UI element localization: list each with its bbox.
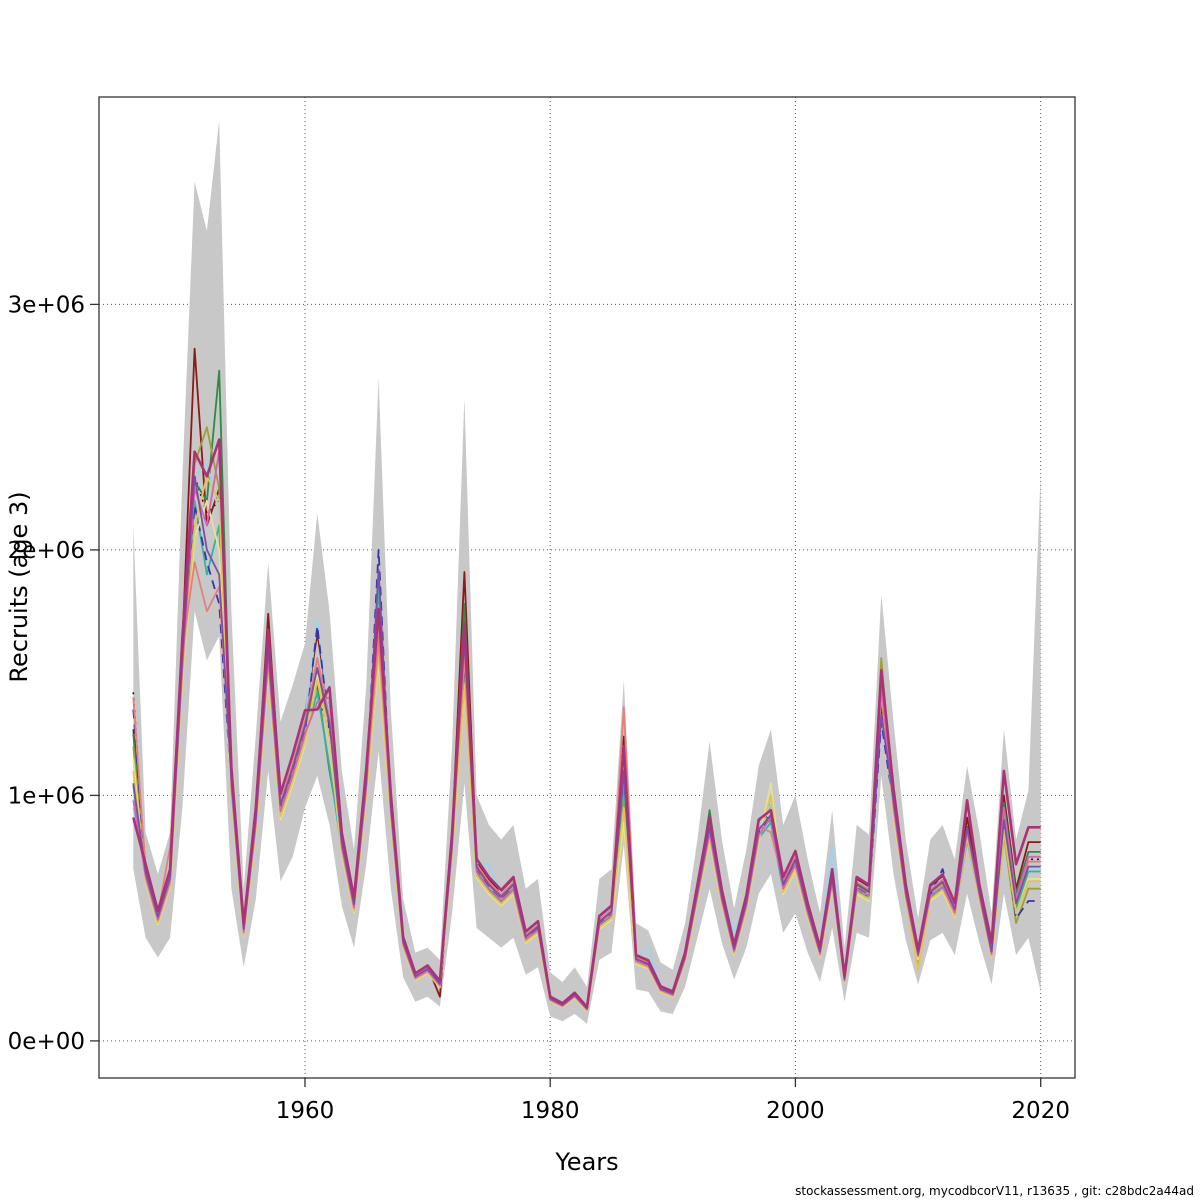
tick-label-y-0e+00: 0e+00 <box>8 1029 85 1055</box>
tick-label-y-1e+06: 1e+06 <box>8 783 85 809</box>
series-run-purple <box>132 475 1041 1010</box>
plot-box <box>98 96 1076 1079</box>
confidence-band <box>133 120 1041 1024</box>
series-run-violetred <box>132 438 1041 1009</box>
x-axis-title: Years <box>555 1148 619 1176</box>
tick-label-y-3e+06: 3e+06 <box>8 292 85 318</box>
tick-label-x-1980: 1980 <box>521 1098 580 1124</box>
tick-label-x-1960: 1960 <box>276 1098 335 1124</box>
tick-label-y-2e+06: 2e+06 <box>8 538 85 564</box>
footer-attribution: stockassessment.org, mycodbcorV11, r1363… <box>795 1184 1194 1198</box>
tick-label-x-2000: 2000 <box>766 1098 825 1124</box>
y-axis-title: Recruits (age 3) <box>5 491 33 683</box>
tick-label-x-2020: 2020 <box>1011 1098 1070 1124</box>
